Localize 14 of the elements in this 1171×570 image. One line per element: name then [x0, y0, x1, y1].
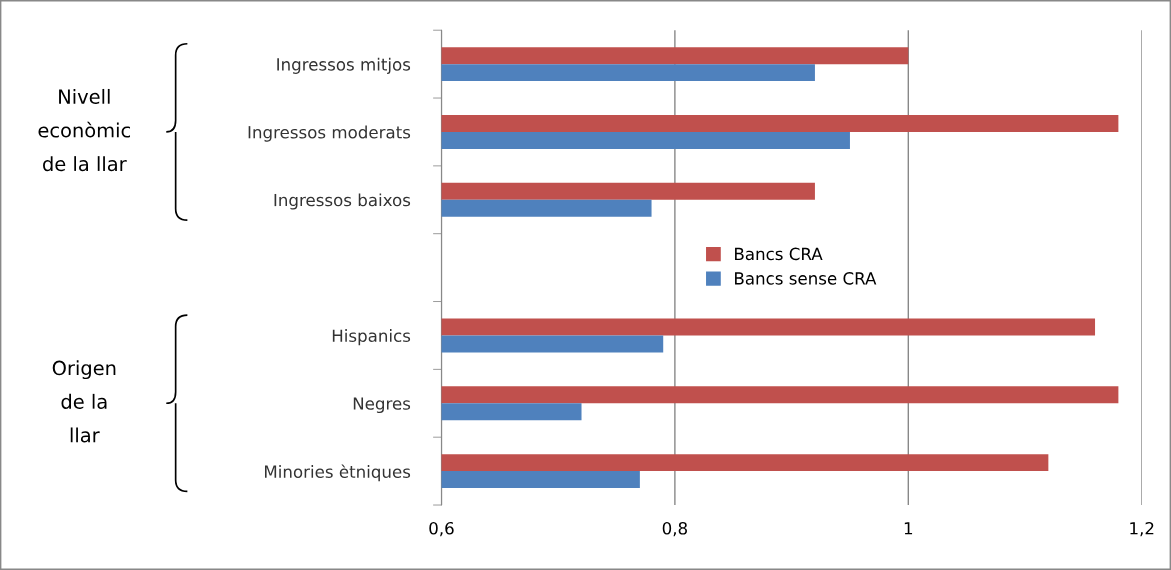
y-tick-label: Minories ètniques	[265, 464, 411, 482]
x-tick-label: 0,6	[429, 521, 454, 537]
legend-label: Bancs CRA	[735, 247, 823, 261]
text: Origen de la llar	[52, 360, 116, 443]
y-tick-label: Hispanics	[332, 329, 411, 346]
x-tick-label: 0,8	[662, 521, 687, 537]
legend-label: Bancs sense CRA	[735, 272, 877, 285]
text: Nivell econòmic de la llar	[38, 88, 131, 172]
y-tick-label: Ingressos mitjos	[277, 57, 411, 74]
y-tick-label: Ingressos baixos	[274, 193, 411, 210]
y-tick-label: Negres	[353, 397, 411, 414]
x-tick-label: 1	[904, 522, 913, 535]
x-tick-label: 1,2	[1130, 521, 1154, 537]
y-tick-label: Ingressos moderats	[248, 125, 411, 142]
